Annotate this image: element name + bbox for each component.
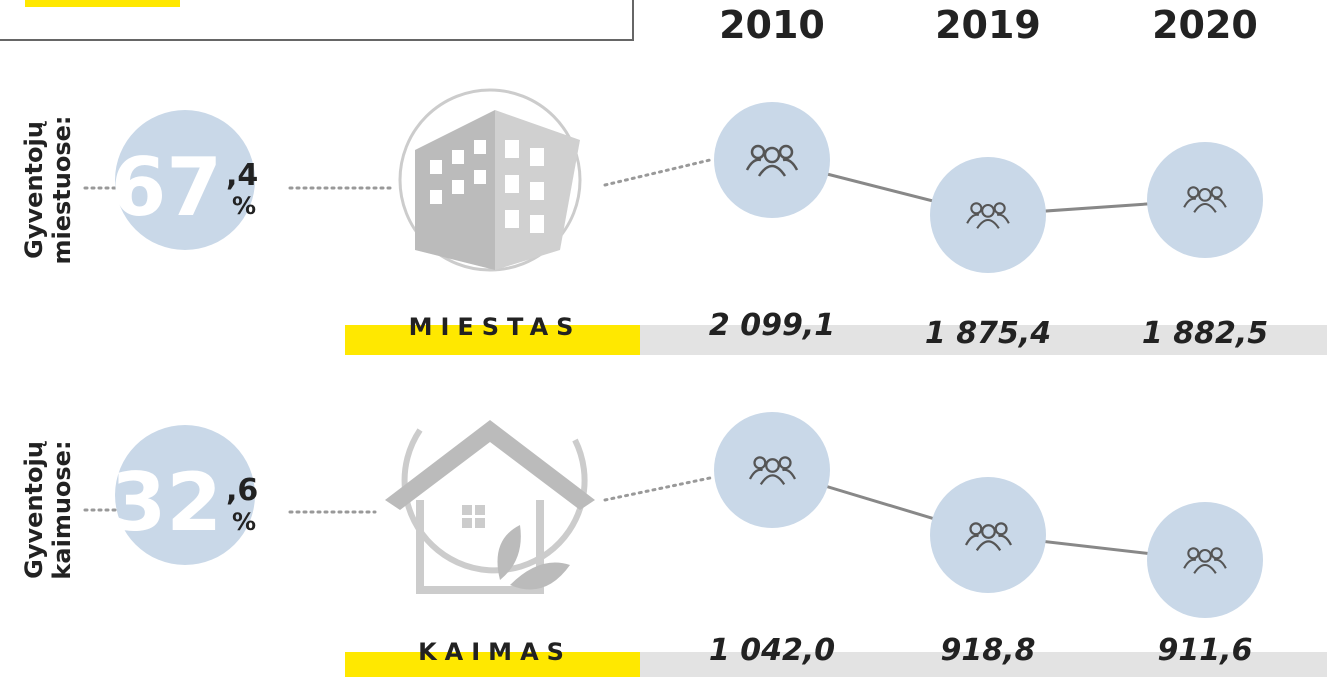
row-rural: Gyventojų kaimuose: 32 ,6 % KAIMAS 1 042… [20,412,1327,677]
value: 1 875,4 [925,316,1051,351]
value-circle [1147,502,1263,618]
percent-int: 32 [111,456,222,549]
legend-swatch [25,0,180,7]
percent-dec: ,6 [226,473,258,508]
value-circle [714,412,830,528]
row-label: kaimuose: [48,440,76,579]
percent-int: 67 [111,141,222,234]
row-label: Gyventojų [20,120,48,259]
value: 2 099,1 [709,308,835,343]
row-label: Gyventojų [20,440,48,579]
row-name: KAIMAS [418,638,572,666]
value: 1 042,0 [709,633,835,668]
year: 2020 [1152,3,1258,47]
value-circle [930,157,1046,273]
value-circle [714,102,830,218]
year: 2010 [719,3,825,47]
year: 2019 [935,3,1041,47]
dotted-line [605,160,710,185]
row-city: Gyventojų miestuose: 67 ,4 % MIESTAS 2 0… [20,90,1327,355]
house-icon [385,420,595,590]
value: 911,6 [1158,633,1253,668]
infographic: 2010 2019 2020 Gyventojų miestuose: 67 ,… [0,0,1327,677]
percent-sign: % [232,192,256,220]
building-icon [415,110,580,270]
value: 1 882,5 [1142,316,1268,351]
dotted-line [605,478,710,500]
percent-dec: ,4 [226,158,258,193]
row-name: MIESTAS [409,313,582,341]
percent-sign: % [232,508,256,536]
row-label: miestuose: [48,115,76,264]
value: 918,8 [941,633,1036,668]
value-circle [930,477,1046,593]
